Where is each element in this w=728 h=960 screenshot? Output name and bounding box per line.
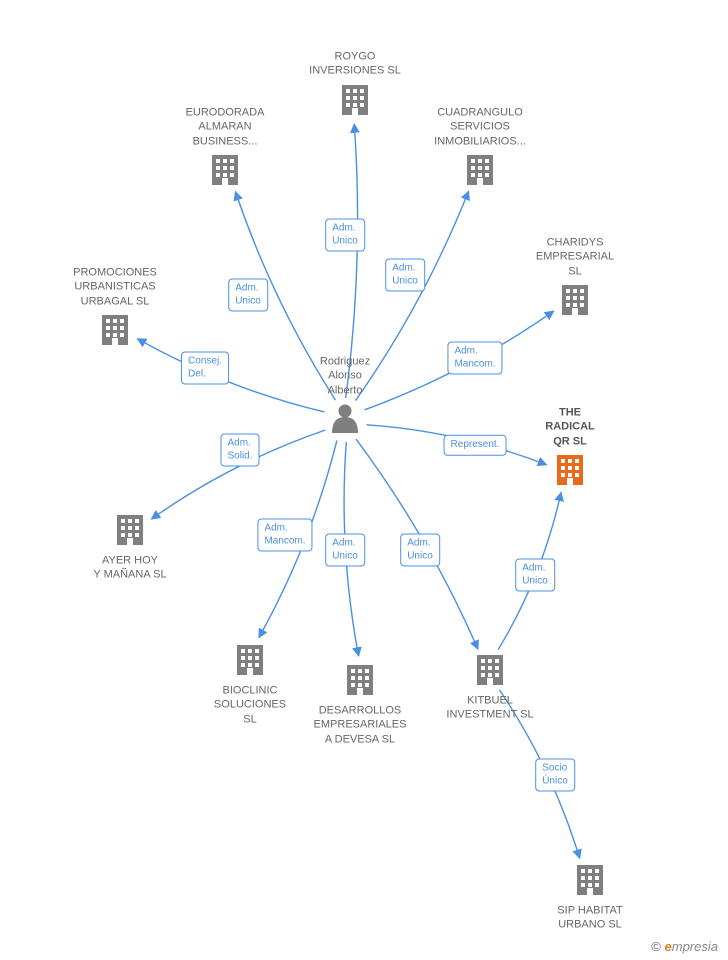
diagram-canvas [0, 0, 728, 960]
edge-person-roygo [346, 124, 358, 398]
brand-rest: mpresia [672, 939, 718, 954]
building-icon-charidys [562, 285, 588, 315]
building-icon-eurodorada [212, 155, 238, 185]
building-icon-ayer [117, 515, 143, 545]
edge-person-kitbuel [356, 439, 478, 649]
building-icon-roygo [342, 85, 368, 115]
building-icon-desarrollos [347, 665, 373, 695]
copyright: © empresia [651, 939, 718, 954]
edge-person-charidys [365, 311, 554, 410]
edge-person-eurodorada [235, 192, 335, 401]
edge-kitbuel-radical [498, 492, 561, 649]
edge-person-radical [366, 425, 546, 465]
building-icon-radical [557, 455, 583, 485]
edge-person-ayer [151, 430, 325, 519]
copyright-symbol: © [651, 939, 661, 954]
brand-first-letter: e [665, 939, 672, 954]
building-icon-kitbuel [477, 655, 503, 685]
edge-person-cuadrangulo [355, 191, 468, 401]
edge-kitbuel-sip [499, 690, 579, 858]
building-icon-cuadrangulo [467, 155, 493, 185]
building-icon-promociones [102, 315, 128, 345]
edge-person-bioclinic [259, 440, 337, 637]
building-icon-sip [577, 865, 603, 895]
building-icon-bioclinic [237, 645, 263, 675]
edge-person-desarrollos [344, 442, 359, 656]
edge-person-promociones [137, 339, 324, 412]
person-icon [332, 405, 358, 434]
